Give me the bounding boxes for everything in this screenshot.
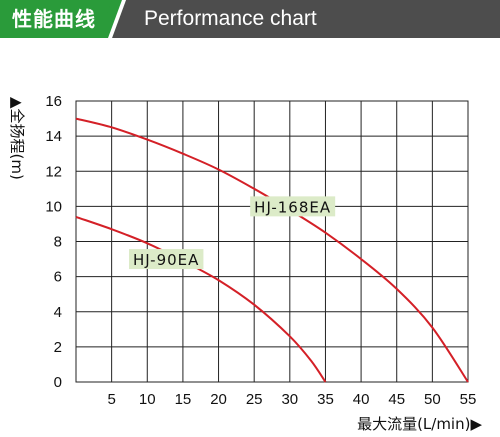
header-gray-block — [126, 0, 500, 38]
x-tick-label-1: 10 — [139, 391, 156, 408]
x-tick-label-9: 50 — [424, 391, 441, 408]
y-tick-label-8: 16 — [45, 93, 62, 110]
x-tick-label-6: 35 — [317, 391, 334, 408]
x-tick-label-5: 30 — [281, 391, 298, 408]
chart-tick-labels: 5 10 15 20 25 30 35 40 45 50 55 0 2 4 6 8 10 12 14 16 — [45, 93, 476, 408]
header-bar: 性能曲线 Performance chart — [0, 0, 500, 38]
x-tick-label-7: 40 — [353, 391, 370, 408]
series-label-text-hj-90ea: HJ-90EA — [133, 251, 199, 269]
series-label-bg-hj-168ea — [250, 196, 336, 217]
chart-grid — [75, 100, 469, 383]
series-label-hj-168ea: HJ-168EA — [250, 196, 336, 217]
x-tick-label-4: 25 — [246, 391, 263, 408]
y-tick-label-0: 0 — [54, 374, 62, 391]
y-tick-label-2: 4 — [54, 304, 62, 321]
x-tick-label-2: 15 — [175, 391, 192, 408]
x-tick-label-10: 55 — [460, 391, 477, 408]
series-label-bg-hj-90ea — [129, 249, 204, 270]
y-axis-label: ▲全扬程(m) — [8, 97, 26, 180]
y-tick-label-6: 12 — [45, 163, 62, 180]
header-title-cn: 性能曲线 — [12, 7, 96, 31]
x-tick-label-0: 5 — [107, 391, 115, 408]
header-green-block: 性能曲线 — [0, 0, 112, 38]
x-tick-label-3: 20 — [210, 391, 227, 408]
y-tick-label-3: 6 — [54, 269, 62, 286]
series-label-text-hj-168ea: HJ-168EA — [254, 198, 331, 216]
series-label-hj-90ea: HJ-90EA — [129, 249, 204, 270]
y-tick-label-4: 8 — [54, 234, 62, 251]
y-tick-label-7: 14 — [45, 128, 62, 145]
x-axis-label: 最大流量(L/min)▶ — [357, 415, 482, 433]
y-tick-label-5: 10 — [45, 198, 62, 215]
chart-series-labels: HJ-168EA HJ-90EA — [129, 196, 336, 270]
y-tick-label-1: 2 — [54, 339, 62, 356]
series-line-hj-90ea — [75, 215, 327, 383]
header-title-en: Performance chart — [144, 7, 317, 30]
x-tick-label-8: 45 — [388, 391, 405, 408]
